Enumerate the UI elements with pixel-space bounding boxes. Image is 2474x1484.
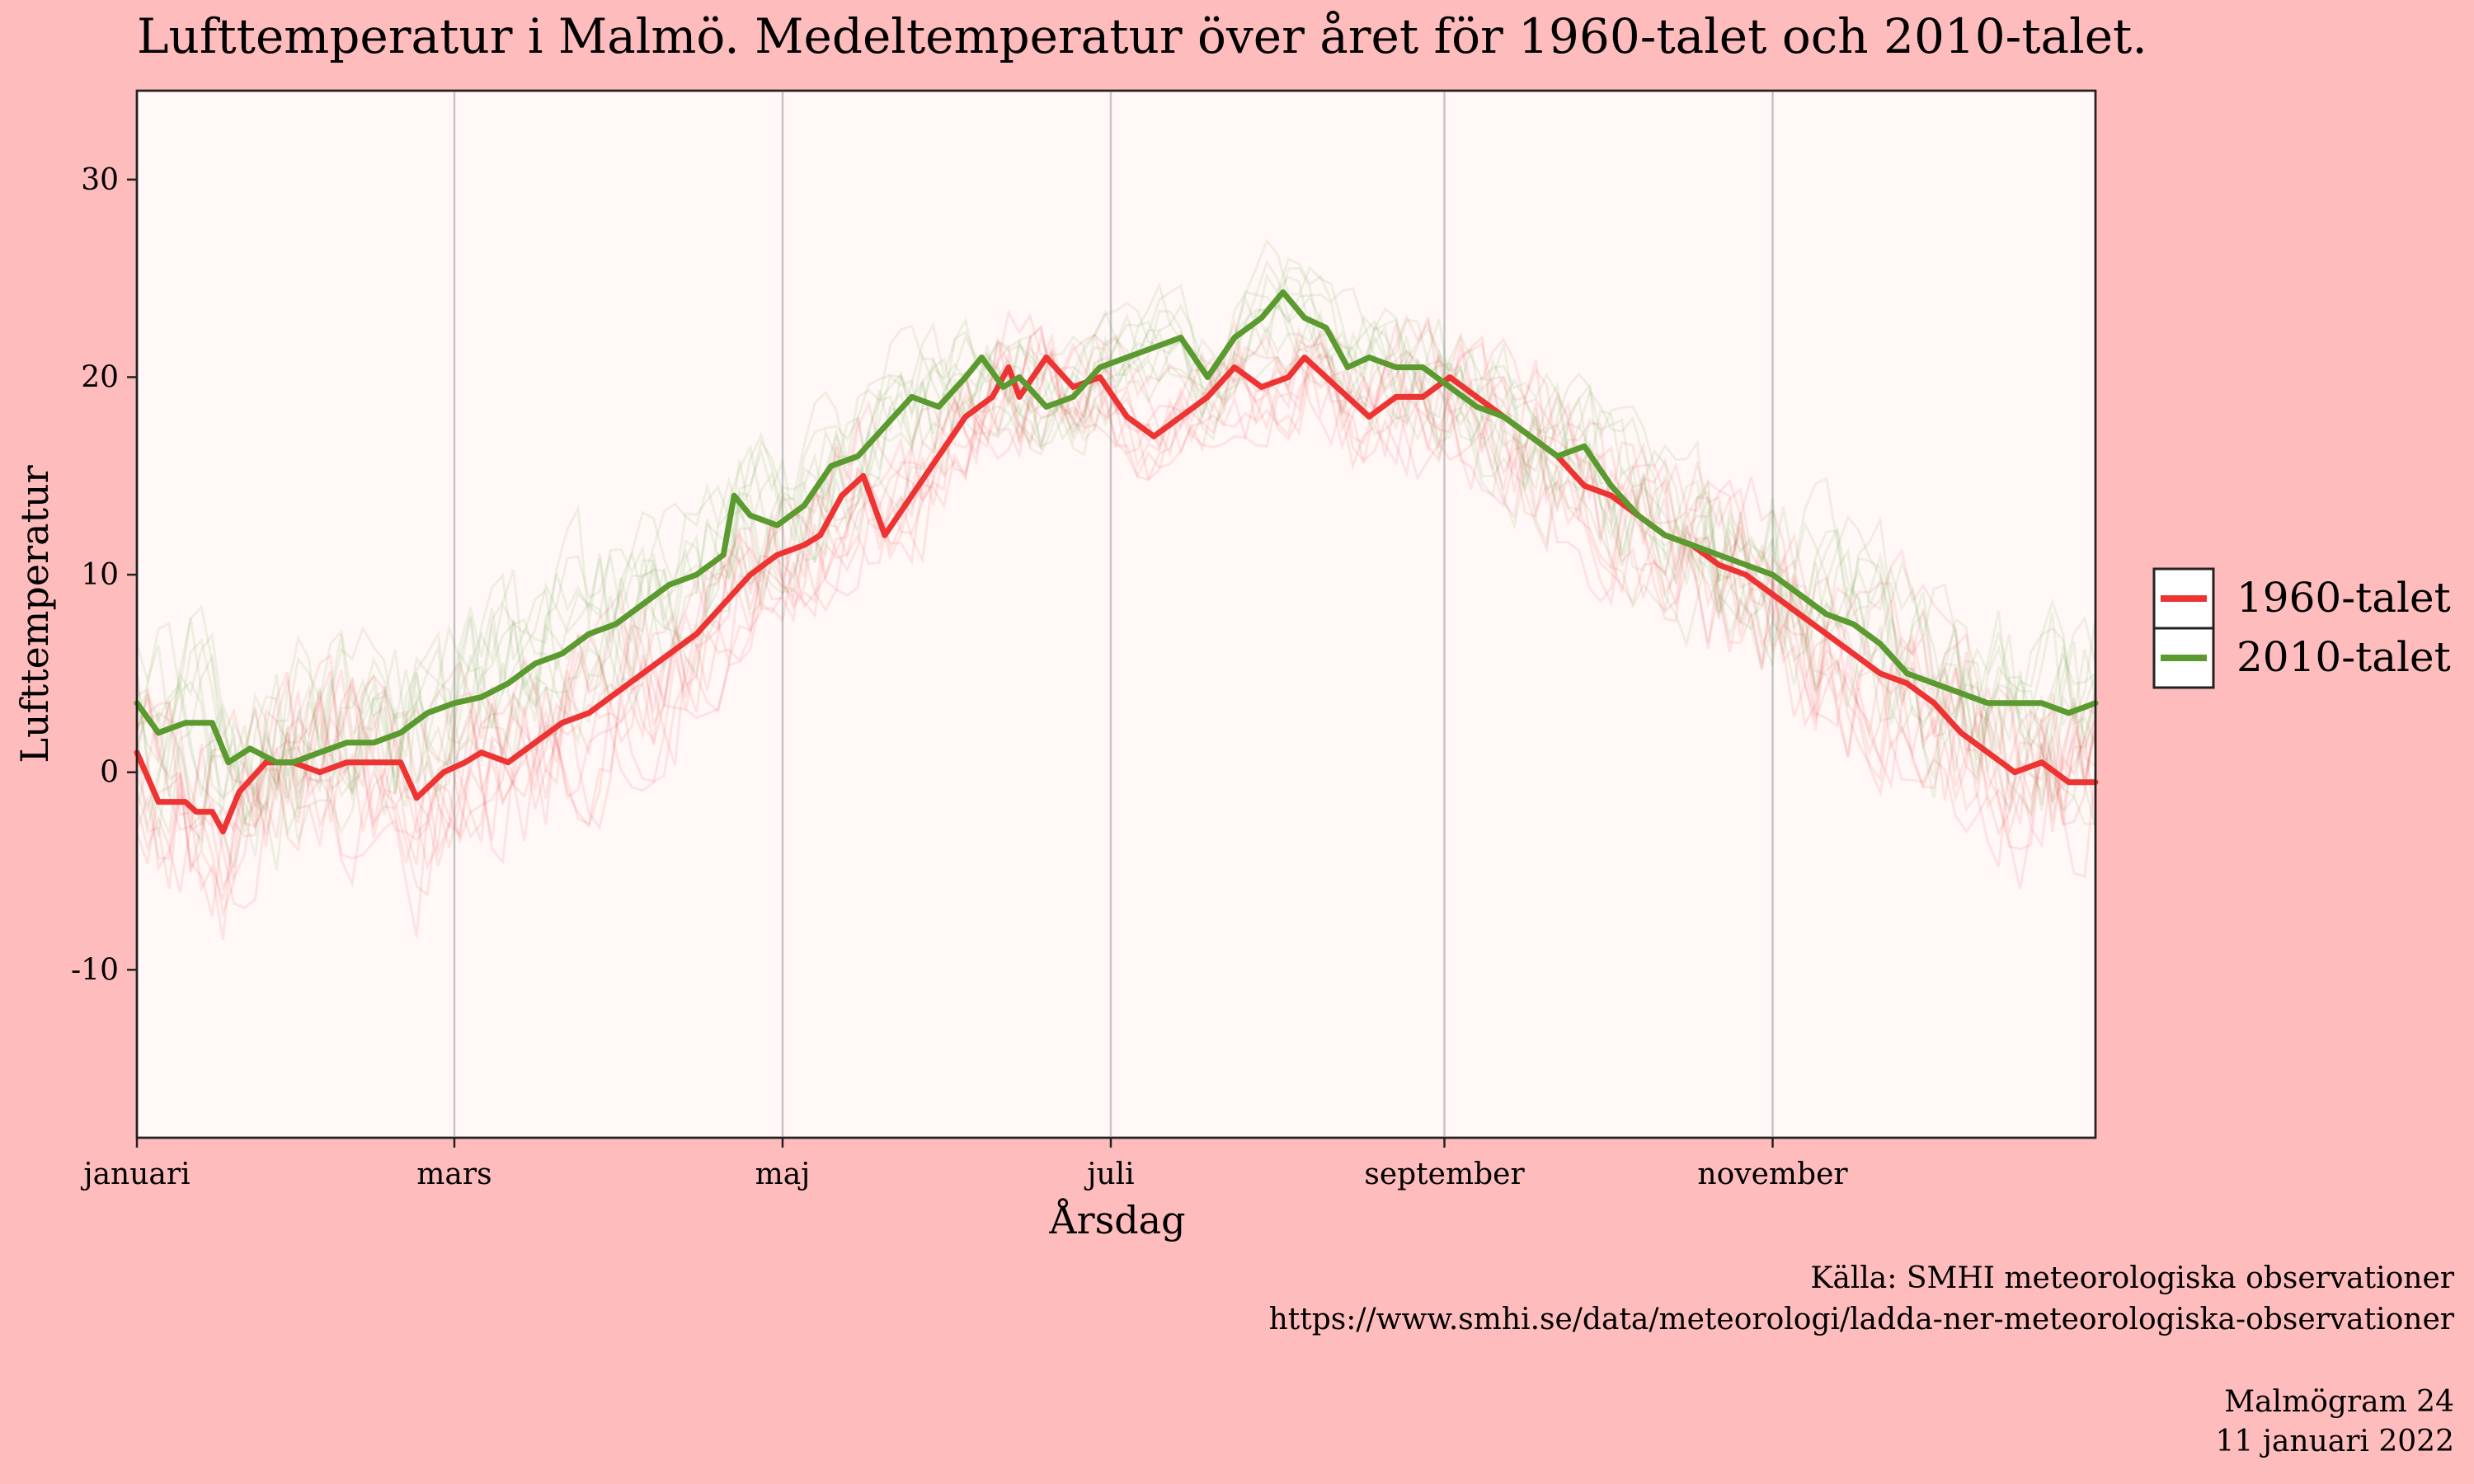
legend: 1960-talet 2010-talet <box>2152 567 2451 689</box>
year-trace <box>135 318 2097 866</box>
year-trace <box>135 266 2097 835</box>
legend-label-1: 2010-talet <box>2236 633 2451 681</box>
year-trace <box>135 257 2097 811</box>
y-tick-label: 0 <box>100 756 119 790</box>
plot-panel <box>135 89 2097 1139</box>
year-trace <box>135 308 2097 819</box>
x-tick-label-januari: januari <box>80 1158 190 1191</box>
credit-line-2: 11 januari 2022 <box>2216 1425 2455 1458</box>
series-line-1 <box>134 289 2099 766</box>
y-tick-label: 10 <box>81 558 119 592</box>
x-tick-label-mars: mars <box>416 1158 492 1191</box>
y-axis-title: Lufttemperatur <box>12 465 57 763</box>
credit-line-1: Malmögram 24 <box>2224 1385 2454 1419</box>
y-tick-label: 30 <box>81 163 119 197</box>
year-trace <box>136 238 2097 798</box>
source-line-2: https://www.smhi.se/data/meteorologi/lad… <box>1269 1303 2455 1336</box>
year-trace <box>135 293 2097 857</box>
x-tick-label-september: september <box>1364 1158 1525 1191</box>
source-line-1: Källa: SMHI meteorologiska observationer <box>1810 1261 2454 1295</box>
year-trace <box>135 275 2096 869</box>
grid-lines <box>453 91 1774 1138</box>
year-trace <box>135 259 2096 816</box>
x-tick-label-juli: juli <box>1084 1158 1134 1191</box>
legend-label-0: 1960-talet <box>2236 574 2451 622</box>
year-trace <box>135 328 2097 917</box>
panel-border <box>135 89 2097 1139</box>
year-trace <box>135 335 2096 901</box>
year-trace <box>136 311 2097 838</box>
y-tick-label: 20 <box>81 360 119 394</box>
x-axis-title: Årsdag <box>1048 1197 1185 1242</box>
year-trace <box>135 309 2097 846</box>
y-axis: -10 0 10 20 30 <box>71 163 137 987</box>
chart-title: Lufttemperatur i Malmö. Medeltemperatur … <box>137 8 2147 64</box>
series-line-0 <box>134 355 2099 835</box>
x-tick-label-november: november <box>1697 1158 1848 1191</box>
year-trace <box>135 313 2097 824</box>
year-trace <box>135 359 2097 937</box>
x-tick-label-maj: maj <box>755 1158 811 1191</box>
series-lines <box>134 289 2099 835</box>
year-trace <box>135 347 2096 941</box>
x-axis: januari mars maj juli september november <box>80 1138 1848 1191</box>
background-traces <box>135 238 2097 941</box>
year-trace <box>135 294 2097 871</box>
y-tick-label: -10 <box>71 953 119 987</box>
year-trace <box>135 293 2097 838</box>
